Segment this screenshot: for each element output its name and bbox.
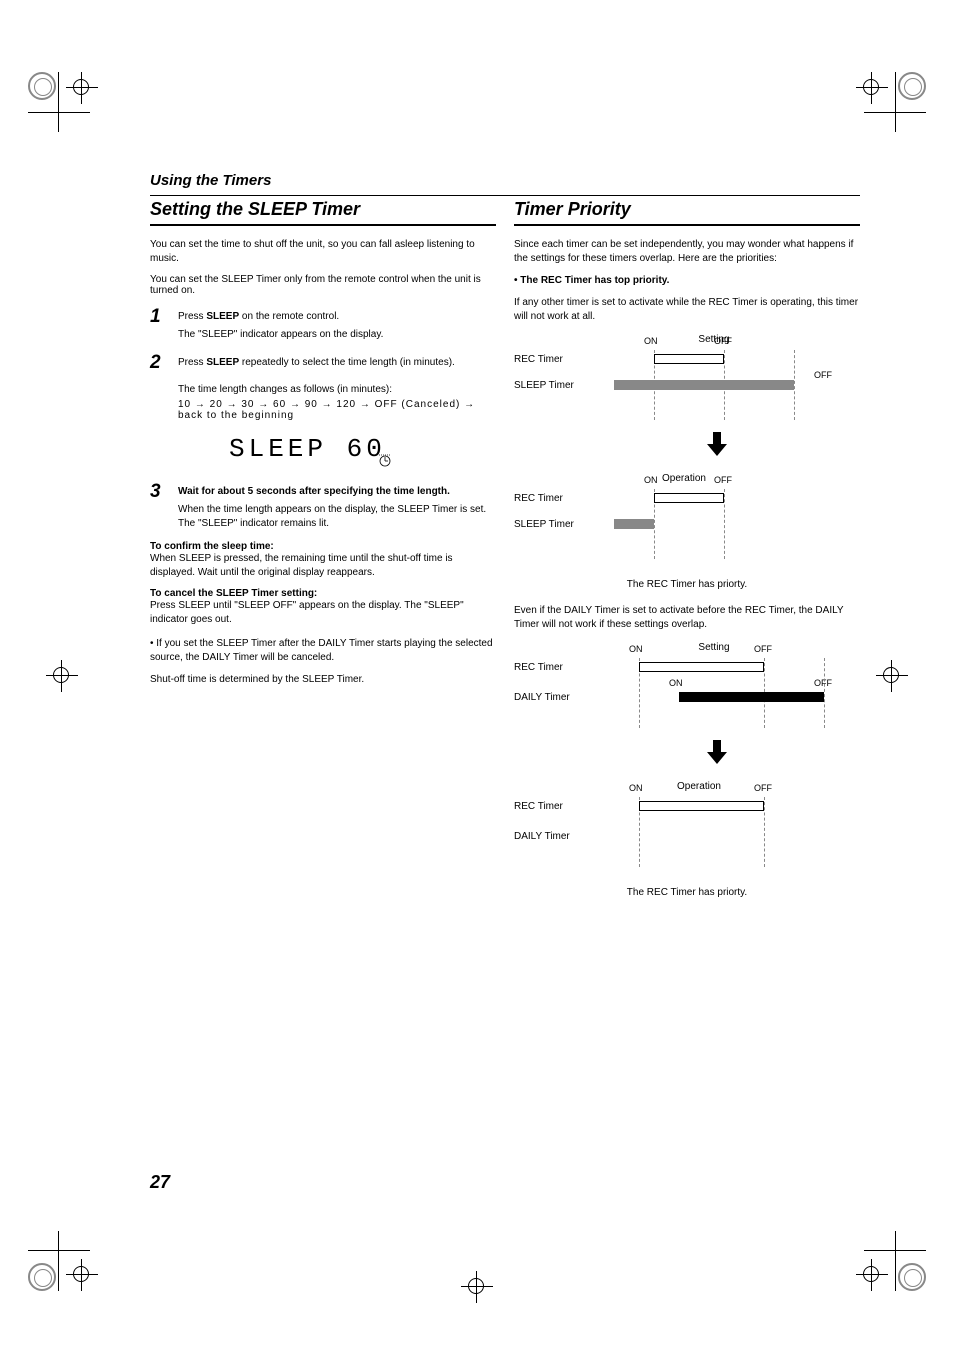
d2s-off2: OFF [814, 678, 832, 688]
left-column: Setting the SLEEP Timer You can set the … [150, 199, 496, 898]
step-3: 3 Wait for about 5 seconds after specify… [150, 481, 496, 531]
left-note1: • If you set the SLEEP Timer after the D… [150, 637, 496, 665]
d1o-rec-bar [654, 493, 724, 503]
page-content: Using the Timers Setting the SLEEP Timer… [150, 172, 860, 898]
diagram1-operation: Operation ON OFF REC Timer SLEEP Timer [514, 473, 860, 569]
crop-target-tl [66, 72, 98, 104]
diagram2-setting: Setting ON OFF ON OFF REC Timer DAILY Ti… [514, 642, 860, 738]
d1s-off: OFF [714, 336, 732, 346]
step-text-2: Press SLEEP repeatedly to select the tim… [178, 352, 455, 374]
crop-target-tr [856, 72, 888, 104]
d2o-rec-label: REC Timer [514, 801, 563, 812]
step1-sub: The "SLEEP" indicator appears on the dis… [178, 328, 383, 342]
step-2: 2 Press SLEEP repeatedly to select the t… [150, 352, 496, 374]
d2s-rec-label: REC Timer [514, 662, 563, 673]
down-arrow-2 [574, 738, 860, 771]
step1-bold: SLEEP [206, 311, 239, 322]
down-arrow-1 [574, 430, 860, 463]
priority-p1: Since each timer can be set independentl… [514, 238, 860, 266]
lcd-display: SLEEP 60 [178, 427, 408, 475]
d1s-sleep-label: SLEEP Timer [514, 380, 574, 391]
step3-main: Wait for about 5 seconds after specifyin… [178, 486, 450, 497]
step-text-1: Press SLEEP on the remote control. The "… [178, 306, 383, 342]
sleep-remote-note: You can set the SLEEP Timer only from th… [150, 274, 496, 296]
d2s-rec-bar [639, 662, 764, 672]
crop-line-br-v [895, 1231, 896, 1291]
d2o-daily-label: DAILY Timer [514, 831, 570, 842]
sleep-intro: You can set the time to shut off the uni… [150, 238, 496, 266]
diagram1-setting: Setting ON OFF OFF REC Timer SLEEP Timer [514, 334, 860, 430]
d1o-sleep-bar [614, 519, 654, 529]
step-num-1: 1 [150, 306, 168, 342]
crop-target-ml [46, 660, 78, 692]
crop-line-tl-h [28, 112, 90, 113]
cancel-body: Press SLEEP until "SLEEP OFF" appears on… [150, 599, 496, 627]
crop-line-bl-v [58, 1231, 59, 1291]
d2o-off: OFF [754, 783, 772, 793]
lcd-text: SLEEP 60 [229, 434, 386, 464]
d1o-off: OFF [714, 475, 732, 485]
right-column: Timer Priority Since each timer can be s… [514, 199, 860, 898]
d1o-on: ON [644, 475, 658, 485]
two-column-layout: Setting the SLEEP Timer You can set the … [150, 199, 860, 898]
crop-line-tr-v [895, 72, 896, 132]
left-note2: Shut-off time is determined by the SLEEP… [150, 673, 496, 687]
step-1: 1 Press SLEEP on the remote control. The… [150, 306, 496, 342]
step1-after: on the remote control. [239, 311, 339, 322]
step-text-3: Wait for about 5 seconds after specifyin… [178, 481, 496, 531]
step-num-3: 3 [150, 481, 168, 531]
d1-caption: The REC Timer has priorty. [514, 579, 860, 590]
step2-after: repeatedly to select the time length (in… [239, 357, 455, 368]
d2o-rec-bar [639, 801, 764, 811]
step1-pre: Press [178, 311, 206, 322]
d1o-op-label: Operation [614, 473, 754, 484]
d1s-off2: OFF [814, 370, 832, 380]
priority-p4: Even if the DAILY Timer is set to activa… [514, 604, 860, 632]
diagram2-operation: Operation ON OFF REC Timer DAILY Timer [514, 781, 860, 877]
d2s-daily-label: DAILY Timer [514, 692, 570, 703]
d1s-sleep-bar [614, 380, 794, 390]
d2o-on: ON [629, 783, 643, 793]
d1s-rec-label: REC Timer [514, 354, 563, 365]
crop-mark-bl [28, 1263, 56, 1291]
step3-sub: When the time length appears on the disp… [178, 503, 496, 531]
crop-target-mb [461, 1271, 493, 1303]
section-title-sleep: Setting the SLEEP Timer [150, 199, 496, 226]
time-sequence: 10 → 20 → 30 → 60 → 90 → 120 → OFF (Canc… [178, 399, 496, 421]
clock-icon [375, 449, 395, 472]
d2s-setting-label: Setting [614, 642, 814, 653]
step2-pre: Press [178, 357, 206, 368]
d2s-daily-bar [679, 692, 824, 702]
d1s-rec-bar [654, 354, 724, 364]
step2-sub-intro: The time length changes as follows (in m… [178, 384, 496, 395]
d1o-rec-label: REC Timer [514, 493, 563, 504]
d2s-on: ON [629, 644, 643, 654]
crop-line-bl-h [28, 1250, 90, 1251]
d2s-on2: ON [669, 678, 683, 688]
crop-target-br [856, 1259, 888, 1291]
priority-p3: If any other timer is set to activate wh… [514, 296, 860, 324]
crop-mark-tr [898, 72, 926, 100]
d1s-on: ON [644, 336, 658, 346]
crop-target-bl [66, 1259, 98, 1291]
running-head: Using the Timers [150, 172, 860, 189]
step-num-2: 2 [150, 352, 168, 374]
priority-p2: • The REC Timer has top priority. [514, 274, 860, 288]
crop-line-tl-v [58, 72, 59, 132]
d2s-off: OFF [754, 644, 772, 654]
crop-mark-br [898, 1263, 926, 1291]
crop-mark-tl [28, 72, 56, 100]
confirm-head: To confirm the sleep time: [150, 541, 496, 552]
page-number: 27 [150, 1172, 170, 1193]
confirm-body: When SLEEP is pressed, the remaining tim… [150, 552, 496, 580]
step2-bold: SLEEP [206, 357, 239, 368]
d2-caption: The REC Timer has priorty. [514, 887, 860, 898]
d1o-sleep-label: SLEEP Timer [514, 519, 574, 530]
cancel-head: To cancel the SLEEP Timer setting: [150, 588, 496, 599]
section-title-priority: Timer Priority [514, 199, 860, 226]
crop-target-mr [876, 660, 908, 692]
